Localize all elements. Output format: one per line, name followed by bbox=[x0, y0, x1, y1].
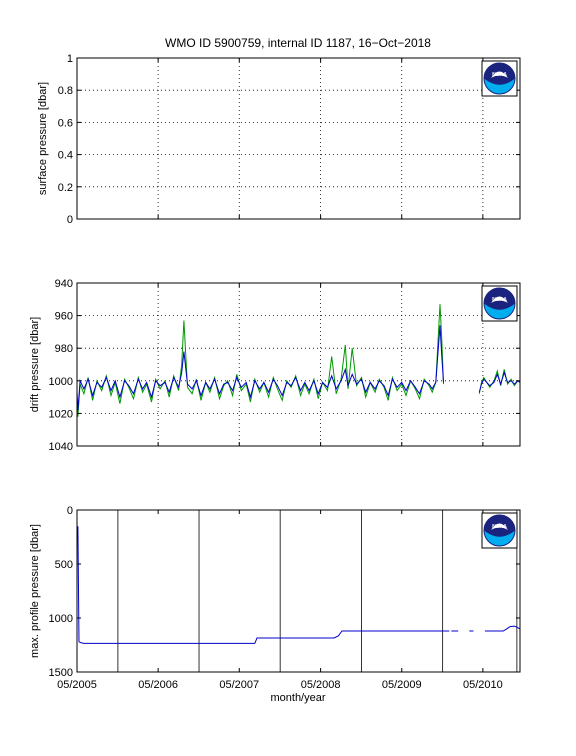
y-tick-label: 1 bbox=[67, 53, 73, 65]
y-tick-label: 0.8 bbox=[58, 85, 73, 97]
logo-gull bbox=[491, 523, 508, 530]
x-axis-label: month/year bbox=[270, 692, 325, 704]
chart-panel-1: 0 0.2 0.4 0.6 0.8 1 surface pressure [dbar] NOA… bbox=[37, 53, 521, 226]
y-tick-label: 0.6 bbox=[58, 117, 73, 129]
x-tick-label: 05/2008 bbox=[301, 679, 341, 691]
logo-text: NOAA bbox=[492, 72, 507, 78]
noaa-logo-icon: NOAA bbox=[481, 285, 518, 322]
x-tick-label: 05/2006 bbox=[138, 679, 178, 691]
logo-gull bbox=[491, 71, 508, 78]
logo-text: NOAA bbox=[492, 524, 507, 530]
axis-box bbox=[76, 282, 521, 447]
axis-box bbox=[76, 57, 521, 220]
series-line-4 bbox=[478, 370, 521, 393]
figure-title: WMO ID 5900759, internal ID 1187, 16−Oct… bbox=[165, 36, 431, 50]
y-tick-label: 0 bbox=[67, 214, 73, 226]
panels: 0 0.2 0.4 0.6 0.8 1 surface pressure [dbar] NOA… bbox=[29, 53, 521, 691]
y-tick-label: 960 bbox=[55, 311, 73, 323]
noaa-logo-icon: NOAA bbox=[481, 512, 518, 549]
logo-text: NOAA bbox=[492, 297, 507, 303]
x-tick-label: 05/2007 bbox=[219, 679, 259, 691]
x-tick-label: 05/2009 bbox=[382, 679, 422, 691]
y-tick-label: 1040 bbox=[49, 441, 73, 453]
y-tick-label: 0 bbox=[67, 505, 73, 517]
y-tick-label: 980 bbox=[55, 343, 73, 355]
y-axis-label: drift pressure [dbar] bbox=[29, 317, 41, 412]
axis-box bbox=[76, 509, 521, 673]
y-axis-label: max. profile pressure [dbar] bbox=[29, 524, 41, 658]
series-line-1 bbox=[77, 526, 450, 644]
series-line-3 bbox=[76, 325, 444, 411]
y-tick-label: 0.4 bbox=[58, 150, 73, 162]
y-tick-label: 500 bbox=[55, 559, 73, 571]
chart-panel-2: 940 960 980 1000 1020 1040 drift pressure [dba… bbox=[29, 278, 521, 453]
y-tick-label: 1000 bbox=[49, 376, 73, 388]
series-line-1 bbox=[76, 304, 444, 417]
logo-gull bbox=[491, 296, 508, 303]
y-tick-label: 0.2 bbox=[58, 182, 73, 194]
noaa-logo-icon: NOAA bbox=[481, 60, 518, 97]
y-tick-label: 940 bbox=[55, 278, 73, 290]
y-tick-label: 1020 bbox=[49, 408, 73, 420]
series-line-4 bbox=[484, 625, 521, 632]
y-axis-label: surface pressure [dbar] bbox=[37, 82, 49, 195]
series-line-2 bbox=[478, 369, 521, 394]
y-tick-label: 1000 bbox=[49, 613, 73, 625]
x-tick-label: 05/2010 bbox=[463, 679, 503, 691]
x-tick-label: 05/2005 bbox=[57, 679, 97, 691]
y-tick-label: 1500 bbox=[49, 667, 73, 679]
